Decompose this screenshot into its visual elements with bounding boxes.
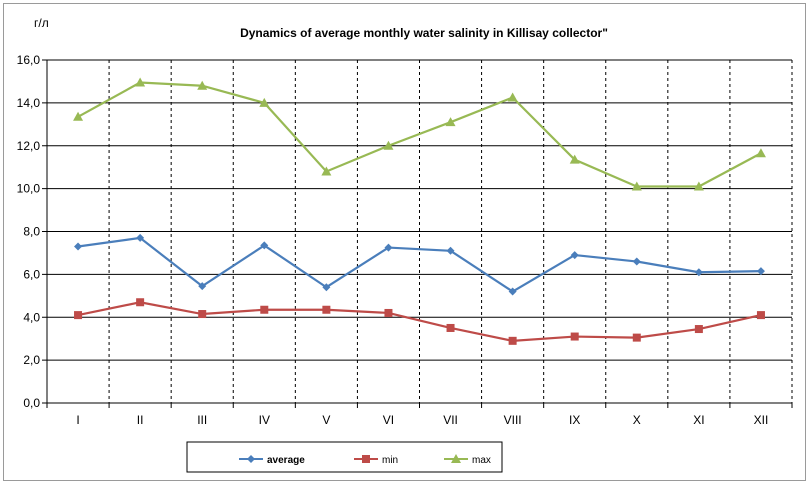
data-point-min [322, 305, 331, 314]
legend-item-max: max [444, 454, 491, 466]
grid-lines [47, 59, 793, 403]
y-tick-label: 6,0 [23, 267, 40, 281]
series-line-average [77, 236, 761, 293]
legend-item-min: min [354, 455, 398, 466]
data-point-min [570, 332, 579, 341]
x-tick-label: IX [569, 413, 580, 427]
series-min [74, 298, 765, 345]
data-point-max [631, 181, 642, 191]
x-tick-label: III [197, 413, 207, 427]
data-point-max [197, 80, 208, 90]
data-point-min [756, 311, 765, 320]
data-point-max [445, 117, 456, 127]
legend-marker [362, 455, 370, 463]
x-tick-label: VI [383, 413, 394, 427]
data-point-average [260, 241, 269, 250]
legend-box [186, 441, 503, 473]
data-point-average [198, 282, 207, 291]
data-point-min [74, 311, 83, 320]
series-line-max [77, 81, 762, 188]
x-axis-ticks: I II III IV V VI VII VIII IX X XI XII [76, 413, 768, 427]
y-tick-label: 16,0 [17, 53, 41, 67]
x-tick-label: I [76, 413, 79, 427]
y-tick-label: 14,0 [17, 96, 41, 110]
data-point-max [383, 140, 394, 150]
data-point-max [321, 166, 332, 176]
y-axis-unit-label: г/л [34, 16, 49, 30]
y-tick-label: 8,0 [23, 225, 40, 239]
x-tick-label: V [322, 413, 330, 427]
y-tick-label: 10,0 [17, 182, 41, 196]
y-tick-label: 2,0 [23, 353, 40, 367]
data-point-min [446, 323, 455, 332]
legend-label: average [267, 455, 305, 466]
data-point-max [755, 148, 766, 158]
data-point-average [508, 287, 517, 296]
x-tick-label: XII [754, 413, 769, 427]
x-tick-label: II [137, 413, 144, 427]
y-tick-label: 0,0 [23, 396, 40, 410]
line-chart: Dynamics of average monthly water salini… [17, 16, 793, 473]
legend-marker [247, 455, 255, 463]
data-point-average [136, 233, 145, 242]
x-tick-label: X [633, 413, 641, 427]
y-tick-label: 12,0 [17, 139, 41, 153]
data-point-min [632, 333, 641, 342]
data-point-average [570, 251, 579, 260]
data-point-average [322, 283, 331, 292]
chart-frame: Dynamics of average monthly water salini… [3, 3, 806, 481]
x-tick-label: IV [259, 413, 270, 427]
axes [42, 59, 793, 408]
data-point-average [756, 267, 765, 276]
data-point-max [507, 92, 518, 102]
data-point-average [694, 268, 703, 277]
data-point-min [260, 305, 269, 314]
data-point-min [136, 298, 145, 307]
data-point-average [632, 257, 641, 266]
y-tick-label: 4,0 [23, 310, 40, 324]
data-point-average [74, 242, 83, 251]
y-axis-ticks: 0,0 2,0 4,0 6,0 8,0 10,0 12,0 14,0 16,0 [17, 53, 41, 410]
data-point-min [694, 325, 703, 334]
data-point-min [198, 310, 207, 319]
data-point-max [693, 181, 704, 191]
x-tick-label: VII [443, 413, 458, 427]
legend-item-average: average [239, 455, 305, 466]
legend-label: min [382, 455, 398, 466]
x-tick-label: VIII [504, 413, 522, 427]
legend-label: max [472, 455, 491, 466]
data-point-average [384, 243, 393, 252]
x-tick-label: XI [693, 413, 704, 427]
data-point-max [135, 77, 146, 87]
legend-marker [451, 454, 461, 463]
data-point-max [259, 97, 270, 107]
legend: average min max [186, 441, 503, 473]
data-point-average [446, 246, 455, 255]
chart-title: Dynamics of average monthly water salini… [240, 26, 608, 40]
series-max [73, 77, 766, 191]
data-point-min [508, 336, 517, 345]
data-point-max [569, 154, 580, 164]
series-line-min [77, 301, 762, 342]
data-point-min [384, 308, 393, 317]
data-point-max [73, 111, 84, 121]
series-average [74, 233, 765, 296]
data-series [73, 77, 766, 345]
